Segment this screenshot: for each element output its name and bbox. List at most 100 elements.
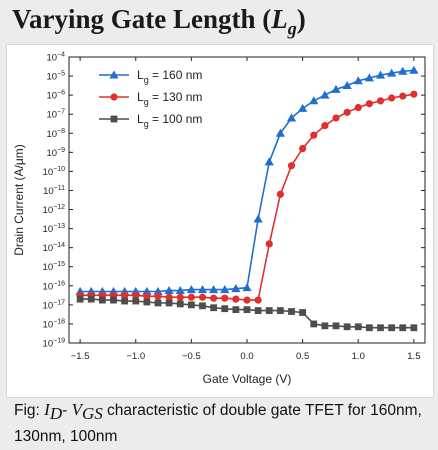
series-line-2: [80, 93, 415, 301]
figure-caption: Fig: ID- VGS characteristic of double ga…: [14, 398, 430, 448]
y-tick-label: 10−8: [46, 128, 65, 140]
series-2-point: [121, 291, 129, 299]
y-tick-label-base: 10: [46, 110, 57, 121]
x-tick-label: 1.0: [352, 351, 365, 362]
series-2-point: [399, 92, 407, 100]
series-3-point: [410, 324, 418, 332]
series-3-point: [187, 301, 195, 309]
y-tick-label: 10−13: [43, 223, 66, 235]
series-1-point: [186, 285, 196, 294]
y-tick-label-base: 10: [43, 319, 54, 330]
slide-title: Varying Gate Length (Lg): [12, 4, 306, 39]
series-1-point: [320, 90, 330, 99]
series-1-point: [275, 128, 285, 137]
series-3-point: [76, 295, 84, 303]
caption-id-symbol: I: [44, 400, 50, 419]
title-symbol: L: [271, 4, 288, 34]
y-tick-label: 10−4: [46, 52, 65, 64]
series-1-point: [231, 284, 241, 293]
y-tick-label: 10−19: [43, 338, 66, 350]
series-3-point: [299, 309, 307, 316]
y-tick-label-base: 10: [43, 339, 54, 350]
series-1-point: [398, 66, 408, 75]
y-tick-label-exponent: −18: [53, 318, 65, 325]
caption-prefix: Fig:: [14, 402, 45, 419]
series-3-point: [210, 304, 218, 312]
y-tick-label-exponent: −5: [57, 71, 65, 78]
series-1-point: [409, 65, 419, 74]
y-tick-label: 10−16: [43, 280, 66, 292]
series-1-point: [264, 157, 274, 166]
y-tick-label-exponent: −14: [53, 242, 65, 249]
y-tick-label-base: 10: [43, 167, 54, 178]
series-1-point: [387, 68, 397, 77]
y-tick-label: 10−18: [43, 318, 66, 330]
y-tick-label: 10−7: [46, 109, 65, 121]
x-tick-label: −1.0: [126, 351, 145, 362]
y-tick-label-base: 10: [46, 72, 57, 83]
series-1-point: [253, 214, 263, 223]
series-1-point: [197, 285, 208, 294]
y-tick-label-exponent: −12: [53, 204, 65, 211]
y-tick-label: 10−5: [46, 71, 65, 83]
legend-marker-2: [110, 93, 118, 101]
y-tick-label: 10−10: [43, 166, 66, 178]
legend-label-rest: = 100 nm: [149, 112, 203, 126]
caption-vgs-symbol: V: [71, 400, 82, 419]
legend-label-3: Lg = 100 nm: [137, 112, 202, 129]
chart-panel: 10−4 10−5 10−6 10−7 10−8 10−9 10−10 10−11 10−12 1…: [6, 44, 434, 398]
y-tick-label: 10−15: [43, 261, 66, 273]
y-tick-label-exponent: −8: [57, 128, 65, 135]
series-3-point: [243, 306, 251, 314]
x-tick-label: 0.5: [296, 351, 309, 362]
legend-marker-3: [110, 115, 118, 123]
chart-svg: 10−410−510−610−710−810−910−1010−1110−121…: [12, 52, 426, 386]
y-tick-label-base: 10: [46, 129, 57, 140]
legend-label-main: L: [137, 112, 144, 126]
series-2-point: [365, 100, 373, 108]
y-tick-label-base: 10: [46, 91, 57, 102]
series-3-point: [288, 308, 295, 315]
y-tick-label: 10−9: [46, 147, 65, 159]
series-1-point: [164, 285, 174, 295]
legend-label-rest: = 130 nm: [149, 90, 203, 104]
legend-label-main: L: [137, 90, 144, 104]
legend-label-subscript: g: [144, 119, 149, 129]
caption-vgs-subscript: GS: [81, 404, 103, 424]
series-2-point: [287, 162, 296, 170]
series-3-point: [276, 307, 284, 314]
x-axis-title: Gate Voltage (V): [203, 372, 292, 386]
series-3-point: [110, 296, 117, 304]
series-1-point: [375, 70, 386, 79]
series-2-point: [310, 131, 318, 139]
series-3-point: [399, 324, 407, 332]
y-tick-label-exponent: −17: [53, 299, 65, 306]
series-3-point: [143, 298, 151, 306]
series-3-point: [132, 297, 140, 305]
legend-label-subscript: g: [144, 75, 149, 85]
series-1-point: [342, 81, 352, 90]
y-tick-label-base: 10: [43, 205, 54, 216]
legend-label-rest: = 160 nm: [149, 68, 203, 82]
y-tick-label-base: 10: [43, 300, 54, 311]
series-2-point: [299, 144, 307, 153]
series-2-point: [276, 190, 284, 198]
y-tick-label: 10−12: [43, 204, 66, 216]
legend-label-subscript: g: [144, 97, 149, 107]
series-2-point: [265, 240, 273, 248]
legend-label-1: Lg = 160 nm: [137, 68, 202, 85]
y-tick-label: 10−17: [43, 299, 66, 311]
series-3-point: [354, 323, 362, 331]
y-axis-title: Drain Current (A/μm): [12, 144, 26, 256]
caption-dash: -: [62, 402, 72, 419]
series-1-point: [364, 73, 374, 82]
y-tick-label-exponent: −10: [53, 166, 65, 173]
series-2-point: [221, 294, 229, 302]
series-2-point: [376, 97, 385, 105]
series-1-point: [209, 285, 219, 294]
series-3-point: [332, 322, 340, 330]
series-2-point: [254, 296, 262, 304]
series-3-point: [165, 299, 173, 307]
x-tick-label: 0.0: [240, 351, 253, 362]
series-2-point: [154, 292, 162, 300]
